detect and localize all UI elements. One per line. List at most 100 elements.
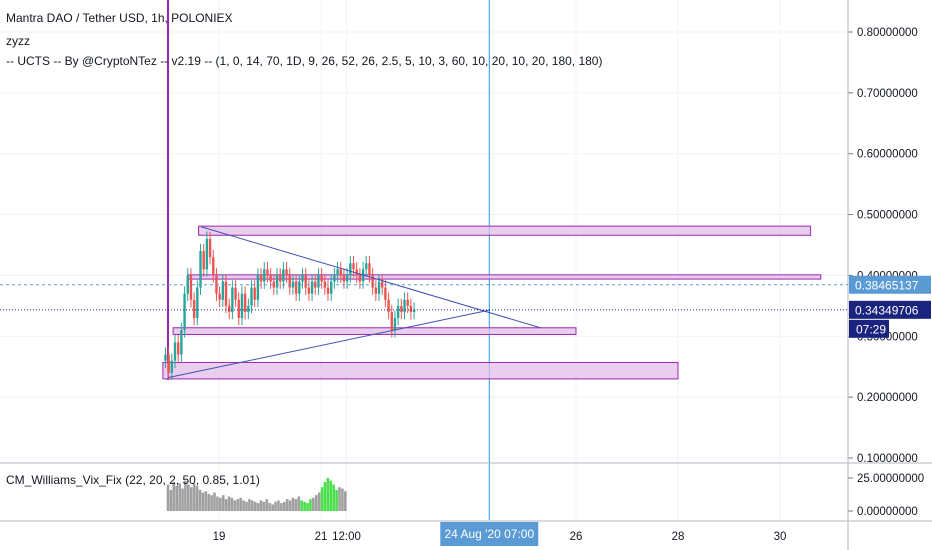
vix-bar xyxy=(285,499,289,511)
trendline xyxy=(167,309,490,379)
vix-bar xyxy=(216,496,219,511)
vix-bar xyxy=(207,493,210,511)
price-tag-label: 0.34349706 xyxy=(855,303,919,317)
candle-body xyxy=(406,299,409,306)
candle-body xyxy=(333,275,336,282)
candle-body xyxy=(320,275,323,282)
vix-bar xyxy=(210,495,213,511)
candle-body xyxy=(298,281,301,294)
candle-body xyxy=(183,293,186,331)
price-tags: 0.38465137 0.34349706 07:29 24 Aug '20 07:0… xyxy=(0,275,931,546)
study-label-ucts: -- UCTS -- By @CryptoNTez -- v2.19 -- (1… xyxy=(6,54,603,68)
candle-body xyxy=(237,299,240,319)
vix-bar xyxy=(224,499,228,511)
vix-bar xyxy=(341,488,344,511)
price-tag-label: 0.38465137 xyxy=(855,278,919,292)
vix-bar xyxy=(204,491,208,511)
vix-bar xyxy=(230,497,234,511)
vix-bar xyxy=(326,478,330,511)
candle-body xyxy=(231,287,234,312)
candle-body xyxy=(390,311,393,331)
candles xyxy=(164,231,416,381)
vix-bar xyxy=(236,499,240,511)
candle-body xyxy=(256,275,260,300)
vix-bar xyxy=(253,501,257,511)
zone-box xyxy=(172,327,577,335)
candle-body xyxy=(177,342,180,355)
vix-bar xyxy=(297,496,301,511)
y-tick-label: 0.10000000 xyxy=(857,453,918,465)
candle-body xyxy=(310,281,314,294)
candle-body xyxy=(240,293,244,319)
candle-body xyxy=(381,281,384,288)
candle-body xyxy=(180,330,183,355)
y-tick-label: 0.20000000 xyxy=(857,392,918,404)
vix-bar xyxy=(282,501,286,511)
chart-title: Mantra DAO / Tether USD, 1h, POLONIEX xyxy=(6,11,233,25)
vix-bar xyxy=(303,501,306,511)
vix-bar xyxy=(335,489,338,511)
vix-bar xyxy=(291,497,295,511)
vix-bar xyxy=(187,484,190,511)
candle-body xyxy=(314,281,317,288)
candle-body xyxy=(412,309,416,312)
vix-bar xyxy=(338,487,341,511)
candle-body xyxy=(374,287,378,294)
vix-bar xyxy=(251,500,254,511)
candle-body xyxy=(275,275,279,288)
study-label-zyzz: zyzz xyxy=(6,34,30,48)
vix-tick-label: 25.00000000 xyxy=(857,473,924,485)
candle-body xyxy=(342,275,346,282)
countdown-box xyxy=(849,319,889,338)
vix-bar xyxy=(189,487,193,511)
vix-bar xyxy=(271,504,274,511)
vix-bar xyxy=(198,489,202,511)
candle-body xyxy=(189,275,193,300)
x-tick-label: 12:00 xyxy=(332,531,361,543)
vix-bar xyxy=(332,484,335,511)
candle-body xyxy=(336,269,339,276)
candle-body xyxy=(317,275,320,288)
candle-body xyxy=(272,281,276,288)
vix-tick-label: 0.00000000 xyxy=(857,506,918,518)
vix-bar xyxy=(245,501,248,511)
vix-bar xyxy=(320,487,324,511)
vix-bar xyxy=(184,480,187,511)
candle-body xyxy=(304,275,307,288)
vix-bar xyxy=(329,480,333,511)
vix-bar xyxy=(277,500,280,511)
vix-bar xyxy=(175,485,179,511)
candle-body xyxy=(352,263,355,270)
vix-histogram xyxy=(166,478,347,511)
candle-body xyxy=(396,305,400,319)
vix-bar xyxy=(169,489,173,511)
candle-body xyxy=(243,293,247,312)
candle-body xyxy=(263,269,266,282)
vix-bar xyxy=(344,491,347,511)
candle-body xyxy=(259,275,263,282)
candle-body xyxy=(173,342,177,361)
candle-body xyxy=(326,287,330,294)
vix-bar xyxy=(317,492,321,511)
candle-body xyxy=(307,287,311,294)
vix-bar xyxy=(201,492,205,511)
vix-bar xyxy=(256,503,260,511)
candle-body xyxy=(205,238,209,270)
candle-body xyxy=(247,305,250,312)
price-tag-box xyxy=(849,300,931,319)
candle-body xyxy=(371,275,374,288)
zone-boxes xyxy=(162,225,822,380)
y-tick-label: 0.60000000 xyxy=(857,149,918,161)
candle-body xyxy=(221,281,225,300)
candle-body xyxy=(291,281,295,288)
vix-bar xyxy=(306,503,309,511)
candle-body xyxy=(228,305,231,312)
candle-body xyxy=(196,287,199,319)
crosshair-date-box xyxy=(440,522,539,546)
vix-bar xyxy=(239,497,242,511)
candle-body xyxy=(339,269,342,276)
vix-bar xyxy=(221,495,225,511)
candle-body xyxy=(282,269,285,282)
vix-bar xyxy=(248,499,251,511)
